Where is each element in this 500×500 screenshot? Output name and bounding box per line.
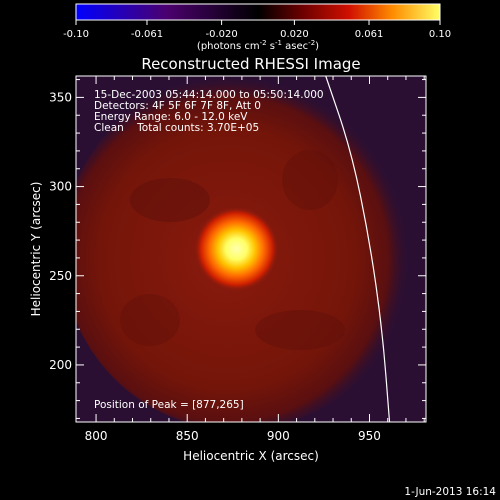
colorbar-gradient (75, 3, 441, 21)
x-tick-label: 850 (176, 429, 199, 443)
annotation-clean-counts: Clean Total counts: 3.70E+05 (94, 122, 259, 134)
flare-source (194, 207, 279, 291)
annotation-energy-range: Energy Range: 6.0 - 12.0 keV (94, 111, 248, 123)
colorbar-tick-label: 0.061 (355, 29, 384, 40)
diffuse-mottle-dark (282, 150, 338, 210)
chart-title: Reconstructed RHESSI Image (141, 55, 360, 73)
colorbar-tick-label: -0.10 (63, 29, 89, 40)
colorbar-tick-label: -0.020 (205, 29, 237, 40)
diffuse-mottle-dark (255, 310, 345, 350)
plot-frame (75, 75, 427, 423)
x-tick-label: 800 (85, 429, 108, 443)
annotation-time-range: 15-Dec-2003 05:44:14.000 to 05:50:14.000 (94, 89, 324, 101)
y-axis-ticks: 200 250 300 350 (49, 79, 426, 419)
plot-timestamp: 1-Jun-2013 16:14 (404, 486, 496, 498)
diffuse-mottle-dark (120, 294, 180, 346)
colorbar-tick-label: 0.020 (280, 29, 309, 40)
plot-area (76, 76, 426, 422)
peak-position-label: Position of Peak = [877,265] (94, 399, 244, 411)
y-tick-label: 200 (49, 358, 72, 372)
y-tick-label: 350 (49, 90, 72, 104)
annotation-block: 15-Dec-2003 05:44:14.000 to 05:50:14.000… (94, 89, 324, 134)
y-tick-label: 300 (49, 180, 72, 194)
y-axis-label: Heliocentric Y (arcsec) (29, 182, 43, 317)
x-axis-label: Heliocentric X (arcsec) (183, 449, 319, 463)
colorbar-tick-label: -0.061 (131, 29, 163, 40)
colorbar-ticks: -0.10 -0.061 -0.020 0.020 0.061 0.10 (63, 20, 451, 40)
colorbar-tick-label: 0.10 (429, 29, 451, 40)
colorbar: -0.10 -0.061 -0.020 0.020 0.061 0.10 (photons… (63, 3, 451, 52)
diffuse-mottle-dark (130, 178, 210, 222)
y-tick-label: 250 (49, 269, 72, 283)
x-tick-label: 900 (267, 429, 290, 443)
x-tick-label: 950 (358, 429, 381, 443)
annotation-detectors: Detectors: 4F 5F 6F 7F 8F, Att 0 (94, 100, 261, 112)
x-axis-ticks: 800 850 900 950 (85, 76, 425, 443)
solar-limb-line (325, 76, 391, 422)
colorbar-unit-label: (photons cm-2 s-1 asec-2) (197, 39, 319, 52)
